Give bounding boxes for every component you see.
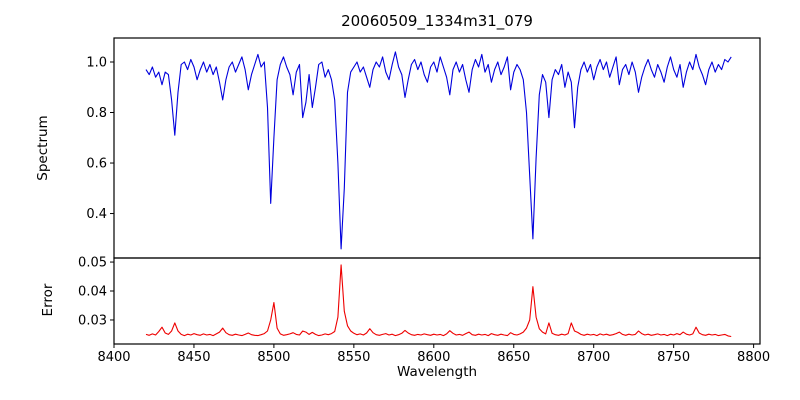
spectrum-axis-label: Spectrum <box>35 115 51 181</box>
y-tick-label: 0.6 <box>86 157 107 172</box>
x-tick-label: 8450 <box>177 350 210 365</box>
x-tick-label: 8600 <box>417 350 450 365</box>
bottom-axes-frame <box>113 257 761 345</box>
x-tick-label: 8650 <box>497 350 530 365</box>
y-tick-label: 0.05 <box>78 256 107 271</box>
x-tick-label: 8550 <box>337 350 370 365</box>
panel-bottom: 0.03 0.04 0.05 8400 8450 8500 8550 8600 8650 8700… <box>78 256 770 365</box>
x-tick-label: 8400 <box>97 350 130 365</box>
x-tick-label: 8800 <box>737 350 770 365</box>
y-tick-label: 0.03 <box>78 313 107 328</box>
spectrum-line <box>145 51 732 250</box>
y-tick-label: 0.04 <box>78 285 107 300</box>
x-tick-label: 8700 <box>577 350 610 365</box>
wavelength-axis-label: Wavelength <box>396 364 478 380</box>
panel-top: 0.4 0.6 0.8 1.0 <box>86 37 761 259</box>
x-tick-label: 8500 <box>257 350 290 365</box>
x-tick-label: 8750 <box>657 350 690 365</box>
error-line <box>145 264 732 338</box>
y-tick-label: 0.4 <box>86 207 107 222</box>
y-tick-label: 1.0 <box>86 55 107 70</box>
y-tick-label: 0.8 <box>86 106 107 121</box>
plot-title: 20060509_1334m31_079 <box>341 12 533 30</box>
error-axis-label: Error <box>40 283 56 317</box>
